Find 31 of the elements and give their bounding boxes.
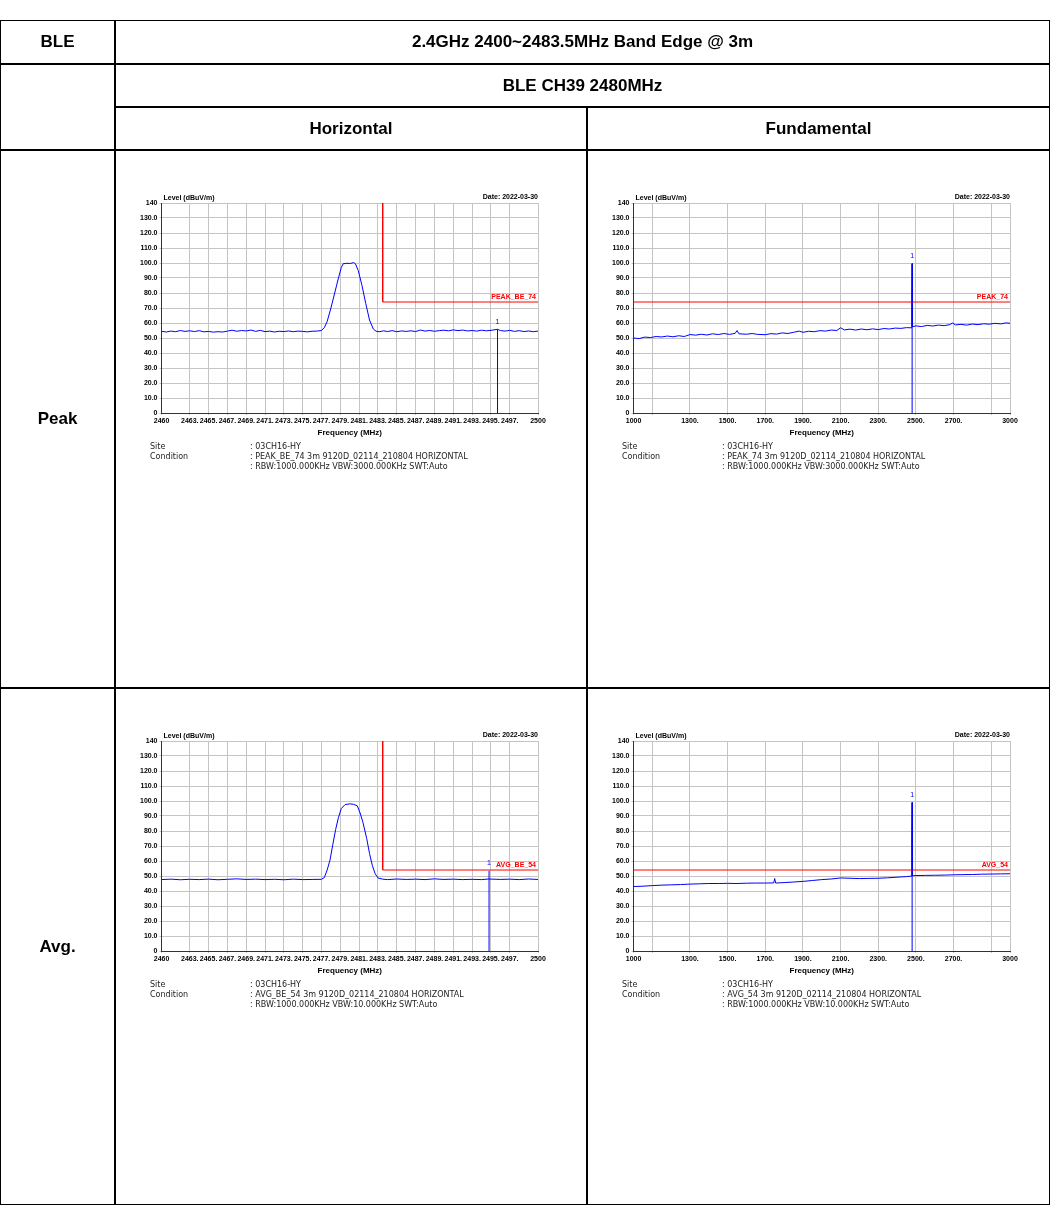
text: 2.4GHz 2400~2483.5MHz Band Edge @ 3m bbox=[115, 20, 1050, 64]
text: : RBW:1000.000KHz VBW:10.000KHz SWT:Auto bbox=[722, 1000, 911, 1010]
text: Condition bbox=[150, 452, 190, 462]
x-axis-title: Frequency (MHz) bbox=[789, 966, 855, 976]
text: : AVG_54 3m 9120D_02114_210804 HORIZONTAL bbox=[722, 990, 923, 1000]
text: : 03CH16-HY bbox=[722, 442, 774, 452]
text: : AVG_BE_54 3m 9120D_02114_210804 HORIZONTAL bbox=[250, 990, 465, 1000]
text: : RBW:1000.000KHz VBW:3000.000KHz SWT:Auto bbox=[722, 462, 921, 472]
chart-title: Fundamental bbox=[587, 107, 1050, 150]
text: Site bbox=[622, 980, 639, 990]
text: Site bbox=[150, 980, 167, 990]
text: Peak bbox=[0, 150, 115, 688]
text: Site bbox=[622, 442, 639, 452]
text: BLE bbox=[0, 20, 115, 64]
text: : RBW:1000.000KHz VBW:3000.000KHz SWT:Auto bbox=[250, 462, 449, 472]
x-axis-title: Frequency (MHz) bbox=[317, 428, 383, 438]
x-axis-title: Frequency (MHz) bbox=[317, 966, 383, 976]
x-axis-title: Frequency (MHz) bbox=[789, 428, 855, 438]
text: Site bbox=[150, 442, 167, 452]
text: Condition bbox=[622, 452, 662, 462]
text: BLE CH39 2480MHz bbox=[115, 64, 1050, 107]
text: Condition bbox=[622, 990, 662, 1000]
text: : 03CH16-HY bbox=[250, 980, 302, 990]
text: Condition bbox=[150, 990, 190, 1000]
text: Avg. bbox=[0, 688, 115, 1205]
text: : PEAK_74 3m 9120D_02114_210804 HORIZONTAL bbox=[722, 452, 927, 462]
text: : 03CH16-HY bbox=[250, 442, 302, 452]
text: : PEAK_BE_74 3m 9120D_02114_210804 HORIZONTAL bbox=[250, 452, 469, 462]
text: : 03CH16-HY bbox=[722, 980, 774, 990]
text: : RBW:1000.000KHz VBW:10.000KHz SWT:Auto bbox=[250, 1000, 439, 1010]
chart-title: Horizontal bbox=[115, 107, 587, 150]
